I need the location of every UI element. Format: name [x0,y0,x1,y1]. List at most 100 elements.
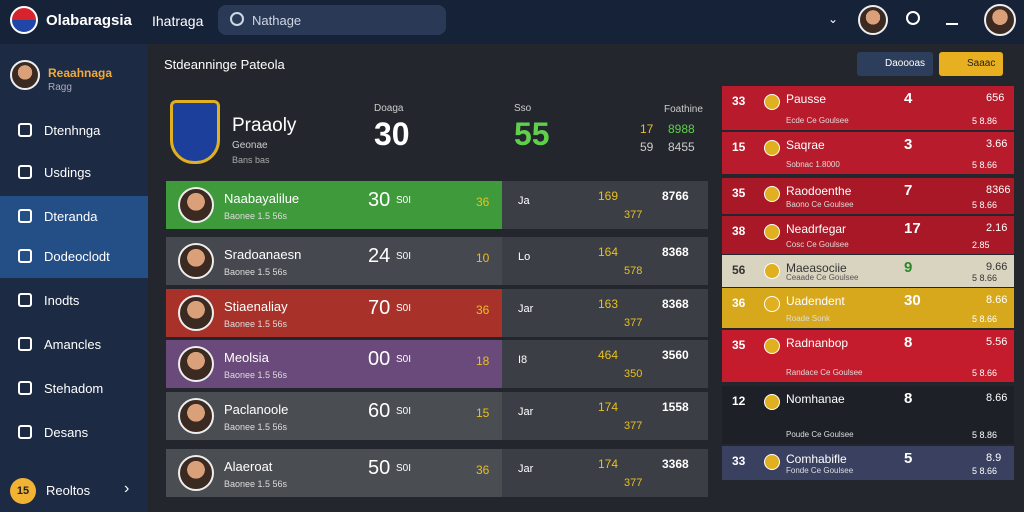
score: 30 [904,292,921,309]
row-meta: Baonee 1.5 56s [224,211,288,221]
standing-row[interactable]: 15 Saqrae Sobnac 1.8000 3 3.66 5 8.66 [722,132,1014,174]
sub-value: 5 8.66 [972,368,998,378]
badge: 15 [10,478,36,504]
row-mid: 36 [476,195,490,209]
score: 7 [904,182,913,199]
item-label: Stehadom [44,381,104,396]
icon [18,337,32,351]
row-name: Paclanoole [224,402,289,417]
sidebar-item[interactable]: Desans [0,412,148,454]
search-box[interactable]: Nathage [218,5,446,35]
team-meta: Bans bas [232,155,270,165]
sidebar-item[interactable]: Dteranda [0,196,148,238]
icon[interactable] [946,11,958,25]
team-meta: Cosc Ce Goulsee [786,240,849,249]
avatar [178,243,214,279]
row-tag: S0I [396,406,412,417]
rank: 33 [732,454,746,468]
row-mid: 36 [476,463,490,477]
standing-row[interactable]: 56 Maeasociie Ceaade Ce Goulsee 9 9.66 5 8.66 [722,255,1014,287]
team-meta: Sobnac 1.8000 [786,160,840,169]
sub-value: 5 8.66 [972,466,998,476]
side-value: 59 [640,140,654,154]
item-label: Dtenhnga [44,123,101,138]
value: 2.16 [986,222,1008,234]
team-badge [764,338,780,354]
standing-row[interactable]: 35 Raodoenthe Baono Ce Goulsee 7 8366 5 8.66 [722,178,1014,214]
sidebar-item[interactable]: Usdings [0,152,148,194]
row-mid: 36 [476,303,490,317]
row-tag: S0I [396,354,412,365]
standing-row[interactable]: 33 Comhabifle Fonde Ce Goulsee 5 8.9 5 8.66 [722,446,1014,480]
standing-row[interactable]: 38 Neadrfegar Cosc Ce Goulsee 17 2.16 2.85 [722,216,1014,254]
sidebar-item[interactable]: Inodts [0,280,148,322]
sidebar-item[interactable]: Dtenhnga [0,110,148,152]
value: 3.66 [986,138,1008,150]
footer-label: Reoltos [46,483,91,498]
chevron: › [124,480,130,497]
nav-link[interactable]: Ihatraga [152,13,204,29]
row-meta: Baonee 1.5 56s [224,479,288,489]
row-val: 464 [598,348,619,362]
row-mid: 10 [476,251,490,265]
button[interactable]: Saaac [939,52,1004,76]
team-meta: Baono Ce Goulsee [786,200,854,209]
search-placeholder: Nathage [252,13,302,28]
sub-value: 5 8.86 [972,116,998,126]
match-row[interactable]: Alaeroat Baonee 1.5 56s 50 S0I 36 Jar 174 377 33… [166,449,708,497]
row-sub: 377 [624,209,643,221]
sidebar-item[interactable]: Amancles [0,324,148,366]
row-tag: S0I [396,463,412,474]
score: 8 [904,390,913,407]
row-band [166,289,502,337]
icon[interactable] [906,11,920,25]
page-title: Stdeanninge Pateola [164,57,285,72]
item-label: Inodts [44,293,80,308]
avatar[interactable] [858,5,888,35]
button[interactable]: Daoooas [857,52,934,76]
standing-row[interactable]: 35 Radnanbop Randace Ce Goulsee 8 5.56 5 8.66 [722,330,1014,382]
match-row[interactable]: Naabayalilue Baonee 1.5 56s 30 S0I 36 Ja 169 37… [166,181,708,229]
sidebar-footer[interactable]: 15 Reoltos › [0,470,148,510]
rank: 36 [732,296,746,310]
match-row[interactable]: Paclanoole Baonee 1.5 56s 60 S0I 15 Jar 174 377… [166,392,708,440]
sidebar-item[interactable]: Stehadom [0,368,148,410]
stat-label: Sso [514,103,532,114]
team-meta: Roade Sonk [786,314,831,323]
row-val: 174 [598,457,619,471]
team-badge [764,186,780,202]
sub-value: 5 8.66 [972,314,998,324]
sub-value: 5 8.86 [972,430,998,440]
row-band [166,392,502,440]
team-name: Neadrfegar [786,222,847,236]
header: Olabaragsia Ihatraga Nathage ⌄ [0,0,1024,44]
row-num: 1558 [662,400,689,414]
row-score: 70 [368,297,391,319]
standing-row[interactable]: 33 Pausse Ecde Ce Goulsee 4 656 5 8.86 [722,86,1014,130]
team-meta: Poude Ce Goulsee [786,430,854,439]
row-sub: 377 [624,420,643,432]
sidebar-item[interactable]: Dodeoclodt [0,236,148,278]
icon [18,293,32,307]
row-band [166,340,502,388]
logo [10,6,38,34]
row-sub: 350 [624,368,643,380]
icon [18,249,32,263]
standing-row[interactable]: 12 Nomhanae Poude Ce Goulsee 8 8.66 5 8.86 [722,386,1014,444]
row-num: 3368 [662,457,689,471]
team-meta: Ecde Ce Goulsee [786,116,849,125]
row-score: 30 [368,189,391,211]
row-num: 8368 [662,297,689,311]
match-row[interactable]: Meolsia Baonee 1.5 56s 00 S0I 18 I8 464 350 3560 [166,340,708,388]
dropdown-icon[interactable]: ⌄ [828,12,839,26]
avatar[interactable] [984,4,1016,36]
match-row[interactable]: Sradoanaesn Baonee 1.5 56s 24 S0I 10 Lo 164 578… [166,237,708,285]
row-score: 50 [368,457,391,479]
rank: 35 [732,186,746,200]
search-icon [230,12,244,26]
match-row[interactable]: Stiaenaliay Baonee 1.5 56s 70 S0I 36 Jar 163 37… [166,289,708,337]
sidebar: Reaahnaga Ragg 15 Reoltos › Dtenhnga Usdi… [0,44,148,512]
row-name: Stiaenaliay [224,299,288,314]
standing-row[interactable]: 36 Uadendent Roade Sonk 30 8.66 5 8.66 [722,288,1014,328]
